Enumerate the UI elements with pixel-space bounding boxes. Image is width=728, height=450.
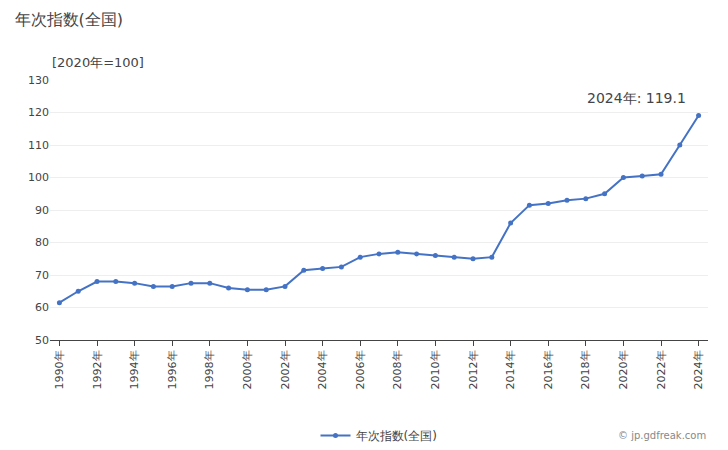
svg-text:2004年: 2004年 [316,350,329,389]
svg-text:2008年: 2008年 [391,350,404,389]
svg-text:60: 60 [35,301,49,314]
svg-text:50: 50 [35,334,49,347]
svg-text:1994年: 1994年 [128,350,141,389]
svg-text:1992年: 1992年 [91,350,104,389]
svg-text:2022年: 2022年 [655,350,668,389]
svg-text:年次指数(全国): 年次指数(全国) [356,429,437,443]
svg-text:2024年: 2024年 [692,350,705,389]
svg-text:© jp.gdfreak.com: © jp.gdfreak.com [618,430,706,441]
svg-text:年次指数(全国): 年次指数(全国) [15,10,123,29]
svg-text:120: 120 [28,106,49,119]
svg-text:2010年: 2010年 [429,350,442,389]
svg-text:110: 110 [28,139,49,152]
svg-text:130: 130 [28,74,49,87]
svg-text:2012年: 2012年 [467,350,480,389]
svg-text:1998年: 1998年 [203,350,216,389]
svg-text:2014年: 2014年 [504,350,517,389]
svg-text:80: 80 [35,236,49,249]
svg-text:1990年: 1990年 [53,350,66,389]
svg-text:1996年: 1996年 [166,350,179,389]
svg-text:2018年: 2018年 [579,350,592,389]
svg-text:2016年: 2016年 [542,350,555,389]
svg-text:2024年: 119.1: 2024年: 119.1 [587,90,686,106]
svg-text:90: 90 [35,204,49,217]
svg-text:100: 100 [28,171,49,184]
svg-text:[2020年=100]: [2020年=100] [52,55,144,70]
svg-text:2020年: 2020年 [617,350,630,389]
svg-text:70: 70 [35,269,49,282]
svg-text:2000年: 2000年 [241,350,254,389]
svg-text:2002年: 2002年 [279,350,292,389]
svg-text:2006年: 2006年 [354,350,367,389]
